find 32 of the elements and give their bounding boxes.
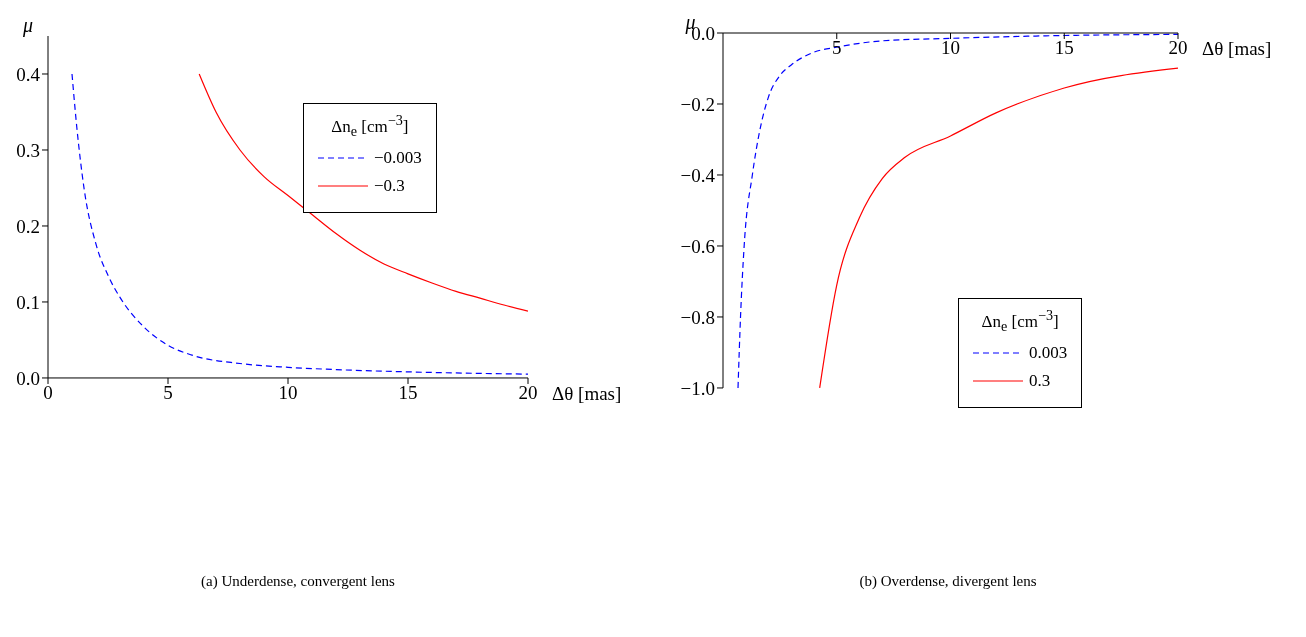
legend-label: −0.003 bbox=[374, 148, 422, 169]
y-tick-label: 0.0 bbox=[16, 367, 40, 389]
x-axis-title: Δθ [mas] bbox=[552, 382, 622, 404]
text: (a) Underdense, convergent lens bbox=[200, 573, 396, 590]
x-tick-label: 0 bbox=[43, 382, 53, 404]
line-series bbox=[71, 73, 528, 375]
y-tick-label: 0.3 bbox=[16, 139, 40, 161]
y-tick-label: 0.1 bbox=[16, 291, 40, 313]
x-tick-label: 20 bbox=[518, 382, 538, 404]
legend-label: 0.3 bbox=[1029, 371, 1051, 392]
line-series bbox=[819, 67, 1178, 388]
y-tick-label: 0.2 bbox=[16, 215, 40, 237]
legend-title: Δn$_{e}$ [cm$^{−3}$] bbox=[980, 307, 1060, 336]
text: (b) Overdense, divergent lens bbox=[858, 573, 1038, 590]
legend-title: Δn$_{e}$ [cm$^{−3}$] bbox=[330, 112, 410, 141]
line-series bbox=[198, 73, 528, 312]
y-tick-label: −0.8 bbox=[680, 306, 715, 328]
x-tick-label: 20 bbox=[1168, 37, 1188, 59]
x-tick-label: 15 bbox=[398, 382, 418, 404]
x-tick-label: 15 bbox=[1054, 37, 1074, 59]
y-axis-title: μ bbox=[21, 14, 34, 37]
y-tick-label: −1.0 bbox=[680, 377, 715, 399]
y-tick-label: −0.6 bbox=[680, 235, 715, 257]
y-tick-label: 0.4 bbox=[16, 63, 41, 85]
x-tick-label: 10 bbox=[941, 37, 960, 59]
legend-label: 0.003 bbox=[1029, 343, 1068, 364]
y-tick-label: −0.2 bbox=[680, 93, 715, 115]
legend-label: −0.3 bbox=[374, 176, 405, 197]
x-axis-title: Δθ [mas] bbox=[1202, 37, 1272, 59]
x-tick-label: 10 bbox=[278, 382, 298, 404]
x-tick-label: 5 bbox=[163, 382, 173, 404]
y-tick-label: −0.4 bbox=[680, 164, 716, 186]
